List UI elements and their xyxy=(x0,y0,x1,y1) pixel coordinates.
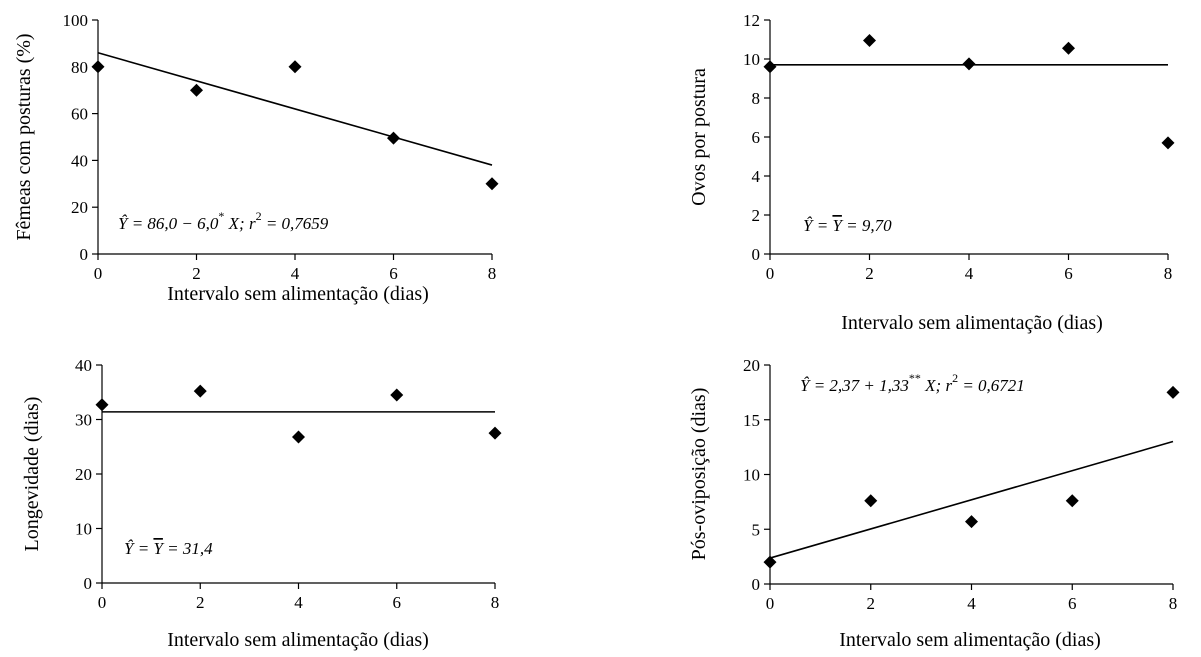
y-tick-label: 40 xyxy=(71,151,88,170)
data-point-marker xyxy=(1161,136,1175,150)
x-tick-label: 6 xyxy=(1064,264,1073,283)
x-axis-title: Intervalo sem alimentação (dias) xyxy=(841,312,1103,334)
y-tick-label: 30 xyxy=(75,411,92,430)
data-point-marker xyxy=(1062,41,1075,55)
x-tick-label: 2 xyxy=(192,264,201,283)
y-tick-label: 6 xyxy=(752,128,761,147)
x-tick-label: 6 xyxy=(393,593,402,612)
data-point-marker xyxy=(763,60,777,74)
y-tick-label: 40 xyxy=(75,356,92,375)
y-tick-label: 0 xyxy=(80,245,89,264)
x-tick-label: 2 xyxy=(865,264,874,283)
y-tick-label: 20 xyxy=(743,356,760,375)
y-tick-label: 20 xyxy=(75,465,92,484)
x-tick-label: 0 xyxy=(94,264,103,283)
x-tick-label: 4 xyxy=(967,594,976,613)
regression-equation: Ŷ = 86,0 − 6,0* X; r2 = 0,7659 xyxy=(118,209,329,233)
data-point-marker xyxy=(763,555,777,569)
x-tick-label: 4 xyxy=(294,593,303,612)
y-tick-label: 15 xyxy=(743,411,760,430)
data-point-marker xyxy=(387,131,400,145)
y-tick-label: 20 xyxy=(71,198,88,217)
data-point-marker xyxy=(863,33,876,47)
x-tick-label: 8 xyxy=(1169,594,1178,613)
y-tick-label: 12 xyxy=(743,11,760,30)
regression-line xyxy=(97,51,493,166)
data-point-marker xyxy=(95,398,109,412)
x-axis-title: Intervalo sem alimentação (dias) xyxy=(839,629,1101,651)
data-point-marker xyxy=(1166,385,1180,399)
data-point-marker xyxy=(390,388,404,402)
data-point-marker xyxy=(91,60,105,74)
x-tick-label: 4 xyxy=(965,264,974,283)
y-axis-title: Ovos por postura xyxy=(688,68,710,206)
chart-panel-eggs-per-laying: Ovos por postura Intervalo sem alimentaç… xyxy=(688,11,1175,334)
y-tick-label: 0 xyxy=(752,575,761,594)
y-tick-label: 100 xyxy=(63,11,89,30)
data-point-marker xyxy=(193,384,207,398)
y-tick-label: 10 xyxy=(743,50,760,69)
data-point-marker xyxy=(965,515,978,529)
data-point-marker xyxy=(864,494,878,508)
y-tick-label: 8 xyxy=(752,89,761,108)
data-point-marker xyxy=(288,60,302,74)
regression-equation: Ŷ = Y = 9,70 xyxy=(803,216,892,235)
data-point-marker xyxy=(1065,494,1079,508)
regression-equation: Ŷ = Y = 31,4 xyxy=(124,539,213,558)
x-tick-label: 8 xyxy=(1164,264,1173,283)
y-tick-label: 0 xyxy=(752,245,761,264)
y-tick-label: 10 xyxy=(743,466,760,485)
y-tick-label: 5 xyxy=(752,520,761,539)
x-tick-label: 6 xyxy=(1068,594,1077,613)
x-tick-label: 0 xyxy=(766,264,775,283)
x-tick-label: 0 xyxy=(766,594,775,613)
y-tick-label: 60 xyxy=(71,105,88,124)
x-tick-label: 0 xyxy=(98,593,107,612)
y-axis-title: Longevidade (dias) xyxy=(21,397,43,552)
regression-equation: Ŷ = 2,37 + 1,33** X; r2 = 0,6721 xyxy=(800,371,1025,395)
chart-panel-post-oviposition: Pós-oviposição (dias) Intervalo sem alim… xyxy=(688,356,1180,651)
y-tick-label: 10 xyxy=(75,520,92,539)
data-point-marker xyxy=(485,177,499,191)
x-axis-title: Intervalo sem alimentação (dias) xyxy=(167,629,429,651)
y-tick-label: 4 xyxy=(752,167,761,186)
x-tick-label: 4 xyxy=(291,264,300,283)
y-tick-label: 80 xyxy=(71,58,88,77)
data-point-marker xyxy=(190,83,203,97)
y-tick-label: 2 xyxy=(752,206,761,225)
y-axis-title: Fêmeas com posturas (%) xyxy=(13,33,35,240)
x-axis-title: Intervalo sem alimentação (dias) xyxy=(167,283,429,305)
chart-panel-females-laying: Fêmeas com posturas (%) Intervalo sem al… xyxy=(13,11,499,305)
x-tick-label: 8 xyxy=(491,593,500,612)
data-point-marker xyxy=(962,57,976,71)
y-axis-title: Pós-oviposição (dias) xyxy=(688,388,710,561)
x-tick-label: 2 xyxy=(867,594,876,613)
regression-line xyxy=(769,440,1174,559)
x-tick-label: 6 xyxy=(389,264,398,283)
x-tick-label: 8 xyxy=(488,264,497,283)
data-point-marker xyxy=(292,430,305,444)
chart-panel-longevity: Longevidade (dias) Intervalo sem aliment… xyxy=(21,356,502,651)
y-tick-label: 0 xyxy=(84,574,93,593)
x-tick-label: 2 xyxy=(196,593,205,612)
data-point-marker xyxy=(488,426,502,440)
